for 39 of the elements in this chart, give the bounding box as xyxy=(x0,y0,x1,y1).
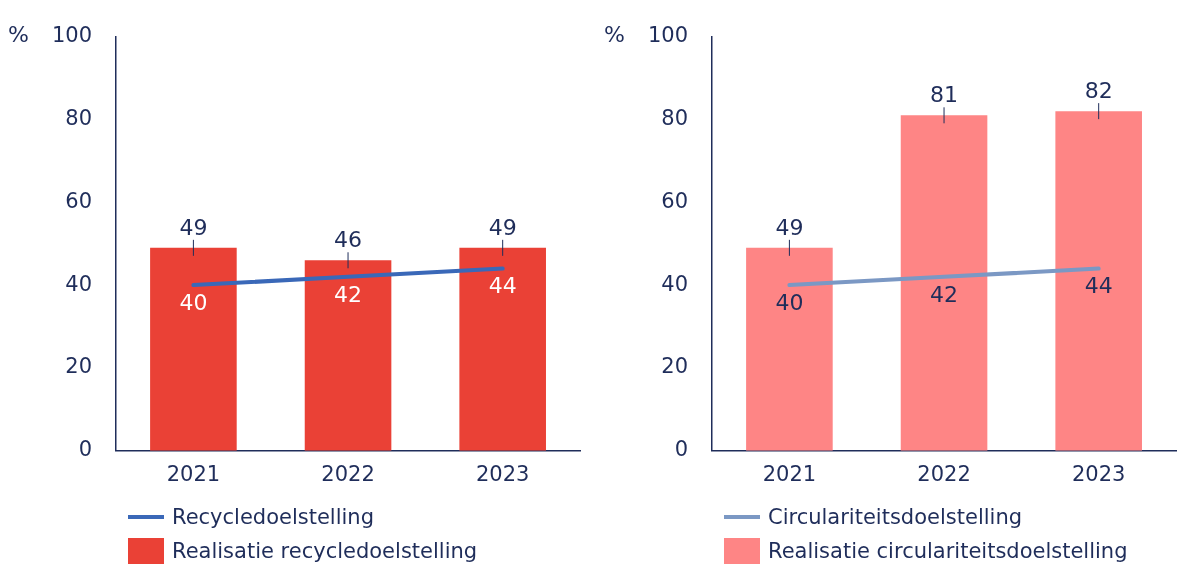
data-label: 49 xyxy=(179,214,208,240)
data-label: 42 xyxy=(334,281,363,307)
data-label: 44 xyxy=(488,273,517,299)
y-axis-title: % xyxy=(604,22,625,48)
data-label: 40 xyxy=(775,289,804,315)
y-tick-label: 40 xyxy=(65,271,93,296)
legend-label: Circulariteitsdoelstelling xyxy=(768,505,1023,529)
y-tick-label: 0 xyxy=(78,437,93,462)
y-tick-label: 100 xyxy=(647,23,689,48)
data-label: 46 xyxy=(334,226,363,252)
data-label: 82 xyxy=(1084,77,1113,103)
legend-label: Realisatie recycledoelstelling xyxy=(172,539,478,563)
legend-label: Realisatie circulariteitsdoelstelling xyxy=(768,539,1128,563)
data-label: 40 xyxy=(179,289,208,315)
y-tick-label: 80 xyxy=(661,105,689,130)
y-tick-label: 80 xyxy=(65,105,93,130)
x-tick-label: 2023 xyxy=(1071,461,1126,486)
y-tick-label: 100 xyxy=(51,23,93,48)
x-tick-label: 2021 xyxy=(762,461,817,486)
x-tick-label: 2023 xyxy=(475,461,530,486)
data-label: 49 xyxy=(775,214,804,240)
x-tick-label: 2022 xyxy=(917,461,971,486)
y-tick-label: 40 xyxy=(661,271,689,296)
data-label: 42 xyxy=(930,281,959,307)
y-tick-label: 20 xyxy=(661,354,689,379)
x-tick-label: 2021 xyxy=(166,461,221,486)
legend-label: Recycledoelstelling xyxy=(172,505,375,529)
x-tick-label: 2022 xyxy=(321,461,375,486)
y-axis-title: % xyxy=(8,22,29,48)
y-tick-label: 0 xyxy=(674,437,689,462)
bar xyxy=(746,247,833,451)
bar xyxy=(1055,111,1142,451)
bar xyxy=(900,115,988,451)
data-label: 81 xyxy=(930,82,959,108)
y-tick-label: 20 xyxy=(65,354,93,379)
y-tick-label: 60 xyxy=(661,188,689,213)
data-label: 49 xyxy=(488,214,517,240)
data-label: 44 xyxy=(1084,273,1113,299)
y-tick-label: 60 xyxy=(65,188,93,213)
